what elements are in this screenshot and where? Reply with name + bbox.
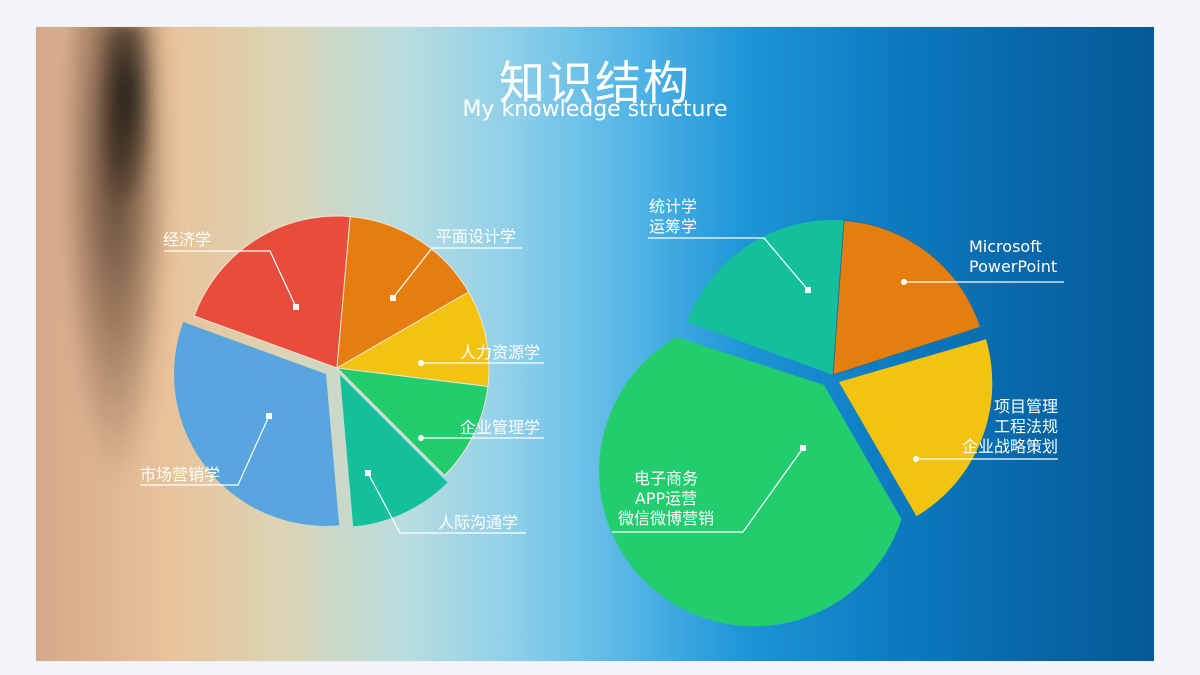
label-line: 项目管理 <box>993 397 1058 416</box>
label-line: 微信微博营销 <box>617 509 714 528</box>
pie-slice-marketing[interactable] <box>174 322 340 526</box>
label-powerpoint: Microsoft PowerPoint <box>969 237 1057 277</box>
label-graphic-design: 平面设计学 <box>436 227 517 246</box>
pie-slice-ecommerce[interactable] <box>599 337 902 627</box>
label-line: Microsoft <box>969 237 1042 256</box>
pie-slice-statistics[interactable] <box>687 220 844 375</box>
pie-slice-interpersonal-communication[interactable] <box>340 375 448 527</box>
pie-slice-graphic-design[interactable] <box>336 216 470 369</box>
label-line: 电子商务 <box>633 469 698 488</box>
label-business-management: 企业管理学 <box>460 418 541 437</box>
pie-charts <box>140 215 1064 627</box>
pie-slice-economics[interactable] <box>193 215 351 369</box>
pie-slice-powerpoint[interactable] <box>832 219 982 376</box>
label-project-management: 项目管理 工程法规 企业战略策划 <box>936 397 1058 457</box>
slide: 知识结构 My knowledge structure <box>36 27 1154 661</box>
slide-title: 知识结构 <box>499 56 691 110</box>
label-line: 统计学 <box>649 197 698 216</box>
label-line: 工程法规 <box>993 417 1058 436</box>
leader-lines <box>140 237 1064 534</box>
pie-slice-project-management[interactable] <box>839 339 993 517</box>
left-pie-chart <box>174 215 490 527</box>
slide-subtitle: My knowledge structure <box>462 97 728 122</box>
label-line: APP运营 <box>634 489 698 508</box>
label-human-resources: 人力资源学 <box>460 343 541 362</box>
label-interpersonal-communication: 人际沟通学 <box>438 513 519 532</box>
label-line: 企业战略策划 <box>961 437 1058 456</box>
label-line: PowerPoint <box>969 257 1058 276</box>
pie-slice-business-management[interactable] <box>335 367 489 477</box>
label-statistics-operations: 统计学 运筹学 <box>649 197 697 237</box>
label-ecommerce: 电子商务 APP运营 微信微博营销 <box>606 469 726 529</box>
label-line: 运筹学 <box>649 217 698 236</box>
right-pie-chart <box>599 219 993 627</box>
background-blur-photo-detail <box>101 27 151 197</box>
label-marketing: 市场营销学 <box>140 465 221 484</box>
leader-dots <box>266 279 919 476</box>
label-economics: 经济学 <box>163 230 212 249</box>
